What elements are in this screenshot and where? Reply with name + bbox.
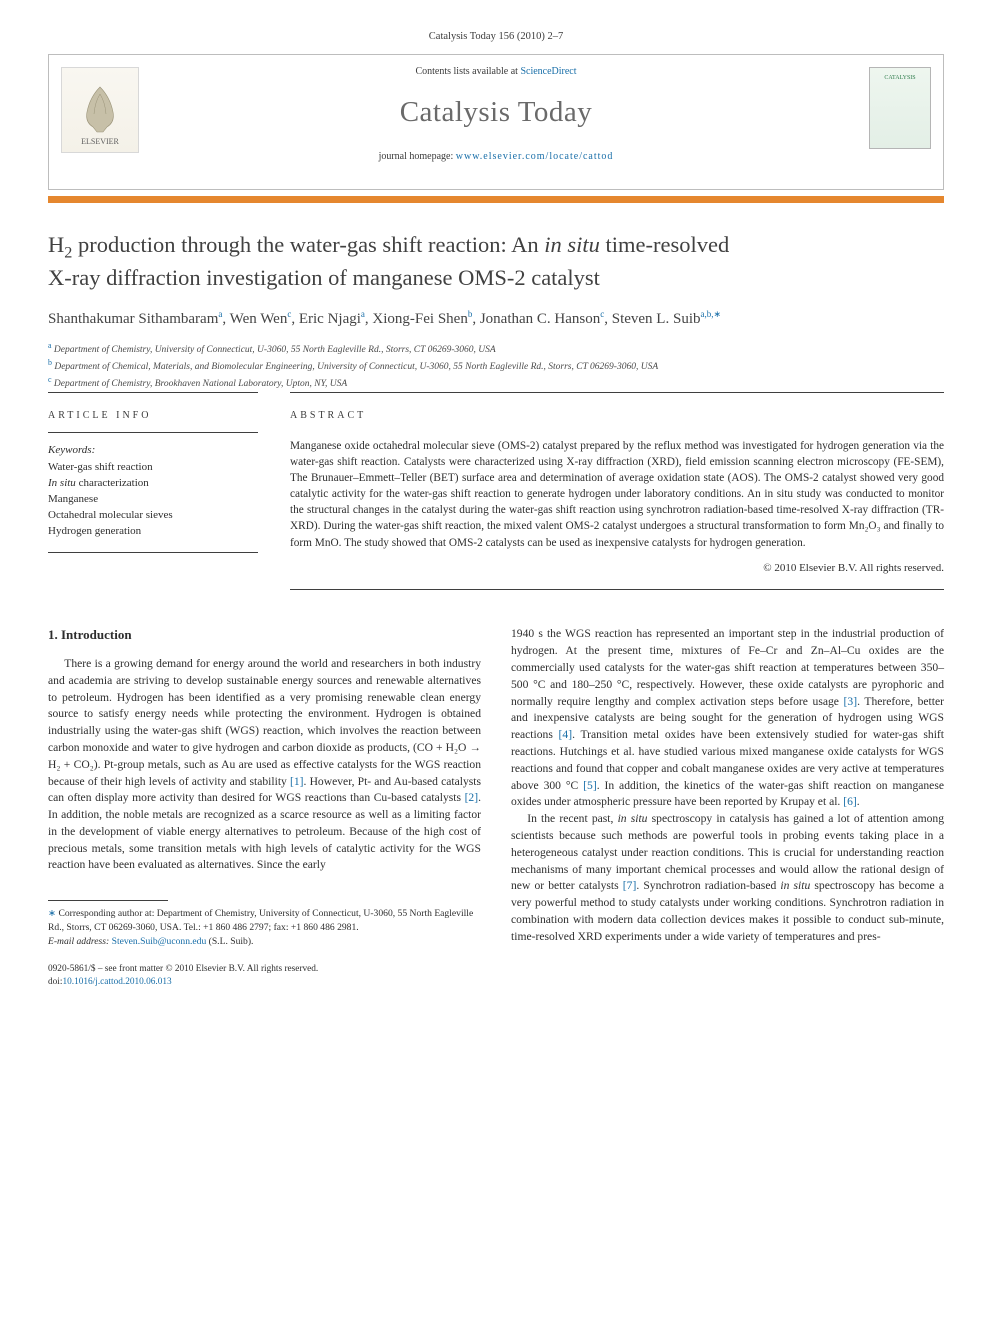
elsevier-tree-icon xyxy=(75,82,125,137)
footer-meta: 0920-5861/$ – see front matter © 2010 El… xyxy=(48,963,481,989)
affiliation-list: a Department of Chemistry, University of… xyxy=(48,340,944,392)
author: Shanthakumar Sithambarama xyxy=(48,311,222,327)
article-body: 1. Introduction There is a growing deman… xyxy=(48,626,944,989)
article-info-heading: ARTICLE INFO xyxy=(48,409,258,423)
journal-title: Catalysis Today xyxy=(49,93,943,132)
keywords-label: Keywords: xyxy=(48,443,258,458)
citation-link[interactable]: [7] xyxy=(623,879,637,892)
journal-cover-thumbnail: CATALYSIS xyxy=(869,67,931,149)
abstract-heading: ABSTRACT xyxy=(290,409,944,423)
author: Xiong-Fei Shenb xyxy=(372,311,472,327)
sciencedirect-link[interactable]: ScienceDirect xyxy=(520,66,576,77)
journal-homepage-line: journal homepage: www.elsevier.com/locat… xyxy=(49,150,943,164)
author: Wen Wenc xyxy=(230,311,292,327)
keyword: In situ characterization xyxy=(48,476,258,492)
section-heading-introduction: 1. Introduction xyxy=(48,626,481,644)
contents-available-text: Contents lists available at ScienceDirec… xyxy=(49,65,943,79)
keyword: Octahedral molecular sieves xyxy=(48,508,258,524)
footnote-separator xyxy=(48,900,168,901)
citation-link[interactable]: [2] xyxy=(465,791,479,804)
abstract-text: Manganese oxide octahedral molecular sie… xyxy=(290,438,944,550)
citation-link[interactable]: [3] xyxy=(844,695,858,708)
journal-header: ELSEVIER CATALYSIS Contents lists availa… xyxy=(48,54,944,190)
citation-link[interactable]: [6] xyxy=(843,795,857,808)
footnotes-block: ∗ Corresponding author at: Department of… xyxy=(48,907,481,949)
corresponding-author-note: ∗ Corresponding author at: Department of… xyxy=(48,907,481,935)
citation-link[interactable]: [1] xyxy=(290,775,304,788)
affiliation: c Department of Chemistry, Brookhaven Na… xyxy=(48,374,944,391)
accent-bar xyxy=(48,196,944,203)
citation-link[interactable]: [5] xyxy=(583,779,597,792)
keyword: Manganese xyxy=(48,492,258,508)
intro-paragraph-2: 1940 s the WGS reaction has represented … xyxy=(511,626,944,811)
article-info-column: ARTICLE INFO Keywords: Water-gas shift r… xyxy=(48,392,258,591)
journal-homepage-link[interactable]: www.elsevier.com/locate/cattod xyxy=(456,151,614,162)
affiliation: a Department of Chemistry, University of… xyxy=(48,340,944,357)
doi-link[interactable]: 10.1016/j.cattod.2010.06.013 xyxy=(62,977,171,987)
intro-paragraph-1: There is a growing demand for energy aro… xyxy=(48,656,481,874)
article-title: H2 production through the water-gas shif… xyxy=(48,231,944,292)
keyword: Hydrogen generation xyxy=(48,524,258,540)
copyright-line: © 2010 Elsevier B.V. All rights reserved… xyxy=(290,561,944,576)
author-list: Shanthakumar Sithambarama, Wen Wenc, Eri… xyxy=(48,308,944,329)
abstract-column: ABSTRACT Manganese oxide octahedral mole… xyxy=(290,392,944,591)
author: Steven L. Suiba,b,∗ xyxy=(612,311,721,327)
author: Eric Njagia xyxy=(299,311,365,327)
keyword: Water-gas shift reaction xyxy=(48,460,258,476)
citation-link[interactable]: [4] xyxy=(559,728,573,741)
intro-paragraph-3: In the recent past, in situ spectroscopy… xyxy=(511,811,944,945)
author: Jonathan C. Hansonc xyxy=(480,311,604,327)
affiliation: b Department of Chemical, Materials, and… xyxy=(48,357,944,374)
corresponding-email-link[interactable]: Steven.Suib@uconn.edu xyxy=(112,936,207,947)
email-line: E-mail address: Steven.Suib@uconn.edu (S… xyxy=(48,935,481,949)
keywords-list: Water-gas shift reactionIn situ characte… xyxy=(48,460,258,540)
doi-line: doi:10.1016/j.cattod.2010.06.013 xyxy=(48,976,481,989)
publisher-logo: ELSEVIER xyxy=(61,67,139,153)
journal-reference: Catalysis Today 156 (2010) 2–7 xyxy=(48,30,944,44)
front-matter-line: 0920-5861/$ – see front matter © 2010 El… xyxy=(48,963,481,976)
